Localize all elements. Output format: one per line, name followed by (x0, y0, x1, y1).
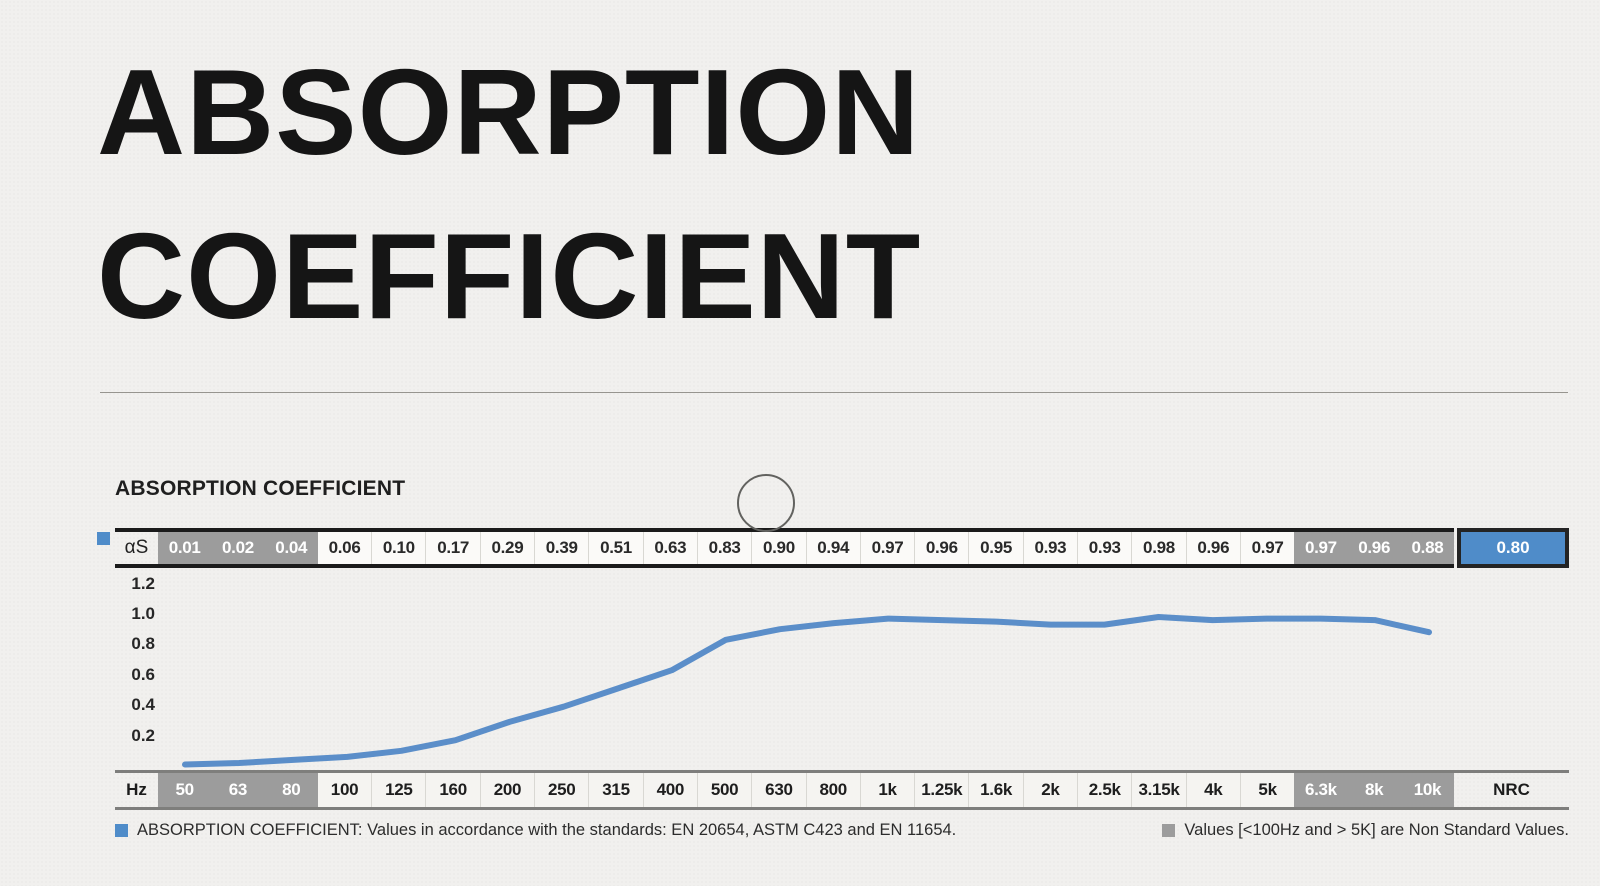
y-tick-label: 0.2 (131, 725, 155, 745)
standard-legend-item: ABSORPTION COEFFICIENT: Values in accord… (115, 821, 956, 840)
alpha-value-cell: 0.51 (588, 532, 643, 564)
absorption-line-chart (182, 614, 1432, 768)
alpha-value-cell: 0.10 (371, 532, 426, 564)
alpha-value-cell: 0.97 (1239, 532, 1295, 564)
alpha-value-cell: 0.04 (264, 532, 318, 564)
alpha-value-cell: 0.97 (1294, 532, 1348, 564)
standard-legend-text: ABSORPTION COEFFICIENT: Values in accord… (137, 821, 957, 839)
freq-cell: 10k (1400, 773, 1455, 807)
alpha-value-cell: 0.93 (1077, 532, 1132, 564)
non-standard-legend-text: Values [<100Hz and > 5K] are Non Standar… (1184, 821, 1569, 839)
y-tick-label: 1.0 (131, 604, 155, 623)
annotation-circle (737, 474, 795, 532)
horizontal-divider (100, 392, 1568, 393)
non-standard-legend-item: Values [<100Hz and > 5K] are Non Standar… (1162, 821, 1569, 840)
chart-card: αS 0.01 0.02 0.04 0.06 0.10 0.17 0.29 0.39 0.51 0… (115, 528, 1569, 840)
alpha-value-cell: 0.98 (1131, 532, 1186, 564)
chart-section-heading: ABSORPTION COEFFICIENT (115, 477, 406, 500)
alpha-value-cell: 0.06 (317, 532, 372, 564)
y-tick-label: 0.4 (131, 695, 155, 715)
y-tick-label: 1.2 (131, 573, 155, 593)
page-title-line2: COEFFICIENT (97, 208, 922, 344)
freq-cell: 1.6k (968, 773, 1023, 807)
freq-cell: 125 (371, 773, 426, 807)
freq-cell: 2.5k (1077, 773, 1132, 807)
alpha-value-cell: 0.90 (751, 532, 806, 564)
alpha-value-cell: 0.95 (968, 532, 1023, 564)
freq-cell: 8k (1347, 773, 1401, 807)
alpha-value-cell: 0.02 (211, 532, 265, 564)
freq-cell: 6.3k (1294, 773, 1348, 807)
freq-cell: 630 (751, 773, 806, 807)
alpha-value-cell: 0.93 (1022, 532, 1078, 564)
freq-cell: 50 (158, 773, 212, 807)
alpha-value-cell: 0.01 (158, 532, 212, 564)
freq-cell: 500 (696, 773, 752, 807)
nrc-axis-label: NRC (1493, 780, 1530, 799)
freq-cell: 80 (264, 773, 318, 807)
alpha-value-cell: 0.39 (534, 532, 589, 564)
freq-cell: 1.25k (914, 773, 969, 807)
freq-row-cells: 50 63 80 100 125 160 200 250 315 400 500 630 800 1k 1.… (158, 773, 1455, 807)
alpha-row-cells: 0.01 0.02 0.04 0.06 0.10 0.17 0.29 0.39 0.51 0.63… (158, 532, 1455, 564)
alpha-value-cell: 0.17 (425, 532, 480, 564)
freq-cell: 3.15k (1131, 773, 1186, 807)
legend-row: ABSORPTION COEFFICIENT: Values in accord… (115, 821, 1569, 840)
blue-legend-swatch (115, 824, 128, 837)
alpha-value-cell: 0.96 (1185, 532, 1240, 564)
freq-cell: 4k (1185, 773, 1240, 807)
freq-cell: 200 (479, 773, 535, 807)
freq-cell: 800 (805, 773, 860, 807)
freq-cell: 250 (534, 773, 589, 807)
nrc-value-cell: 0.80 (1457, 528, 1569, 568)
freq-cell: 5k (1239, 773, 1295, 807)
freq-row-main: Hz 50 63 80 100 125 160 200 250 315 400 500 630 800 1… (115, 773, 1455, 807)
alpha-value-cell: 0.96 (1347, 532, 1401, 564)
gray-legend-swatch (1162, 824, 1176, 837)
alpha-row-label: αS (124, 537, 149, 558)
freq-cell: 315 (588, 773, 643, 807)
chart-plot-area: 1.2 1.0 0.8 0.6 0.4 0.2 (115, 568, 1569, 770)
y-tick-label: 0.8 (131, 634, 155, 654)
freq-cell: 1k (859, 773, 915, 807)
alpha-value-cell: 0.97 (859, 532, 915, 564)
y-tick-label: 0.6 (131, 664, 155, 684)
alpha-row-main: αS 0.01 0.02 0.04 0.06 0.10 0.17 0.29 0.39 0.51 0… (115, 528, 1455, 568)
freq-cell: 63 (211, 773, 265, 807)
freq-cell: 400 (642, 773, 697, 807)
alpha-value-cell: 0.94 (805, 532, 860, 564)
frequency-axis-row: Hz 50 63 80 100 125 160 200 250 315 400 500 630 800 1… (115, 770, 1569, 810)
alpha-value-cell: 0.83 (696, 532, 752, 564)
alpha-value-cell: 0.63 (642, 532, 697, 564)
alpha-value-row: αS 0.01 0.02 0.04 0.06 0.10 0.17 0.29 0.39 0.51 0… (115, 528, 1569, 568)
alpha-value-cell: 0.96 (914, 532, 969, 564)
page-title-line1: ABSORPTION (97, 44, 921, 180)
alpha-value-cell: 0.88 (1400, 532, 1455, 564)
freq-cell: 2k (1022, 773, 1078, 807)
freq-cell: 100 (317, 773, 372, 807)
freq-cell: 160 (425, 773, 480, 807)
freq-row-label: Hz (126, 780, 147, 799)
page-title: ABSORPTION COEFFICIENT (97, 30, 921, 358)
absorption-line (182, 614, 1432, 768)
alpha-row-legend-swatch (97, 532, 110, 545)
alpha-value-cell: 0.29 (479, 532, 535, 564)
